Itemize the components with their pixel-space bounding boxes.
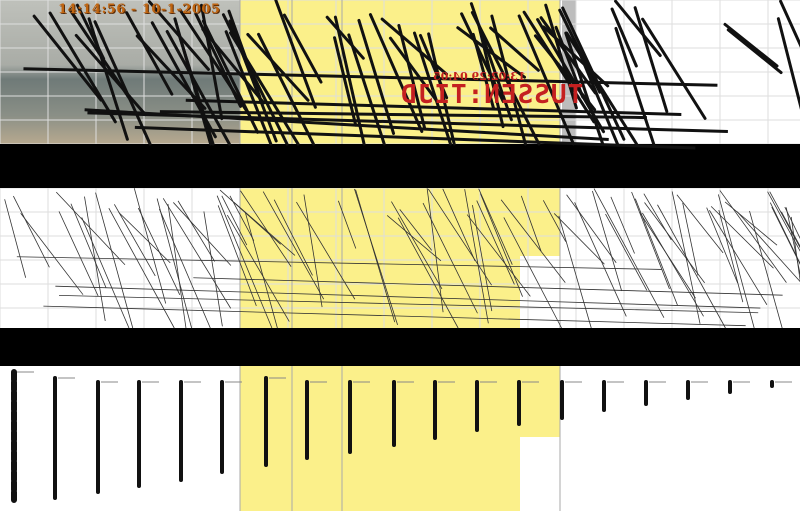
black-band-1	[0, 144, 800, 188]
thin-stroke	[785, 207, 800, 293]
thin-stroke	[772, 207, 800, 318]
thin-stroke	[707, 208, 738, 283]
thin-stroke	[559, 216, 591, 328]
timestamp-overlay: 14:14:56 - 10-1-2005	[58, 2, 220, 17]
thin-stroke	[644, 203, 704, 283]
thin-stroke	[606, 214, 647, 290]
thin-stroke	[594, 189, 664, 318]
thin-stroke	[5, 199, 26, 277]
thin-stroke	[138, 208, 179, 295]
black-band-2	[0, 328, 800, 366]
thin-stroke	[163, 198, 231, 308]
thin-stroke	[554, 213, 604, 264]
thin-stroke	[709, 210, 766, 304]
thin-stroke	[59, 211, 98, 296]
thin-stroke	[632, 192, 670, 289]
heavy-stroke	[728, 30, 781, 73]
heavy-stroke	[725, 24, 777, 66]
thin-stroke	[672, 191, 700, 323]
thin-stroke	[114, 204, 155, 276]
thin-stroke	[657, 205, 725, 328]
thin-stroke	[719, 210, 743, 302]
thin-stroke	[567, 195, 617, 263]
mirrored-label: TUSSEN:TIJD	[400, 80, 583, 110]
thin-stroke	[21, 213, 83, 294]
thin-stroke	[82, 217, 129, 328]
thin-stroke	[677, 195, 723, 253]
yellow-panel-bottom	[240, 366, 560, 511]
thin-stroke	[134, 188, 165, 303]
heavy-stroke	[643, 19, 705, 118]
panel-notch-bottom	[520, 437, 560, 511]
thin-stroke	[592, 191, 621, 291]
thin-stroke	[642, 213, 703, 316]
thin-stroke	[157, 198, 191, 328]
